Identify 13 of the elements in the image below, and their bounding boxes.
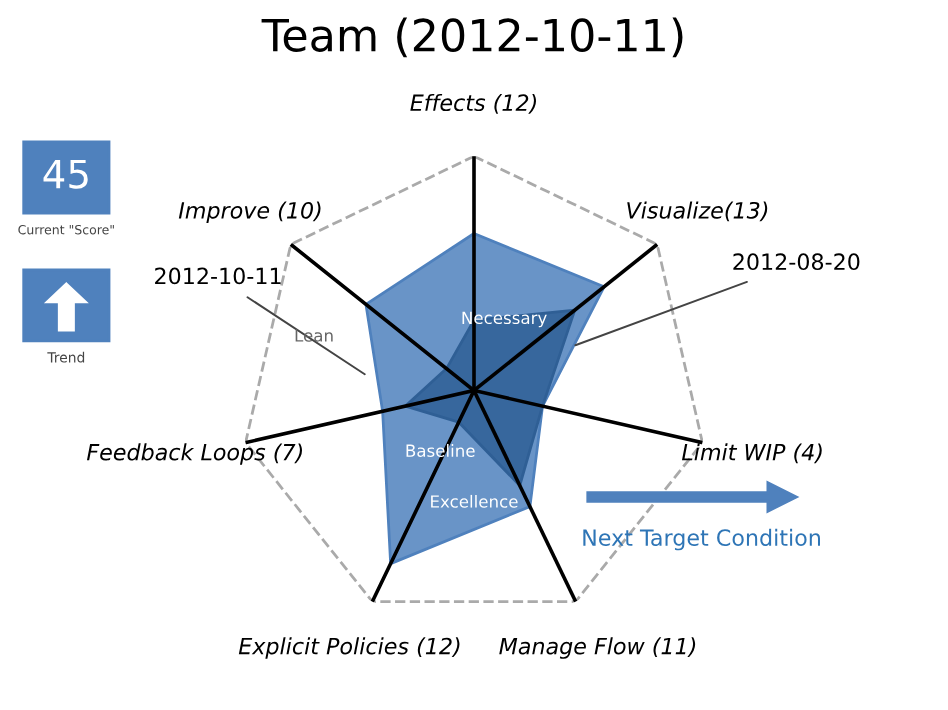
text: 2012-08-20: [733, 253, 860, 271]
spoke-label: Visualize(13): [627, 201, 768, 222]
text: 45: [43, 159, 88, 189]
spoke-label: Feedback Loops (7): [86, 443, 302, 465]
chart-title: Team (2012-10-11): [261, 17, 683, 58]
text: Next Target Condition: [583, 528, 820, 551]
spoke-label: Improve (10): [178, 201, 321, 224]
text: Excellence: [431, 494, 518, 508]
spoke-label: Manage Flow (11): [499, 637, 696, 659]
spoke-label: Limit WIP (4): [681, 443, 822, 464]
text: 2012-10-11: [155, 267, 281, 285]
spoke-label: Effects (12): [410, 93, 537, 114]
spoke-label: Explicit Policies (12): [238, 637, 460, 659]
